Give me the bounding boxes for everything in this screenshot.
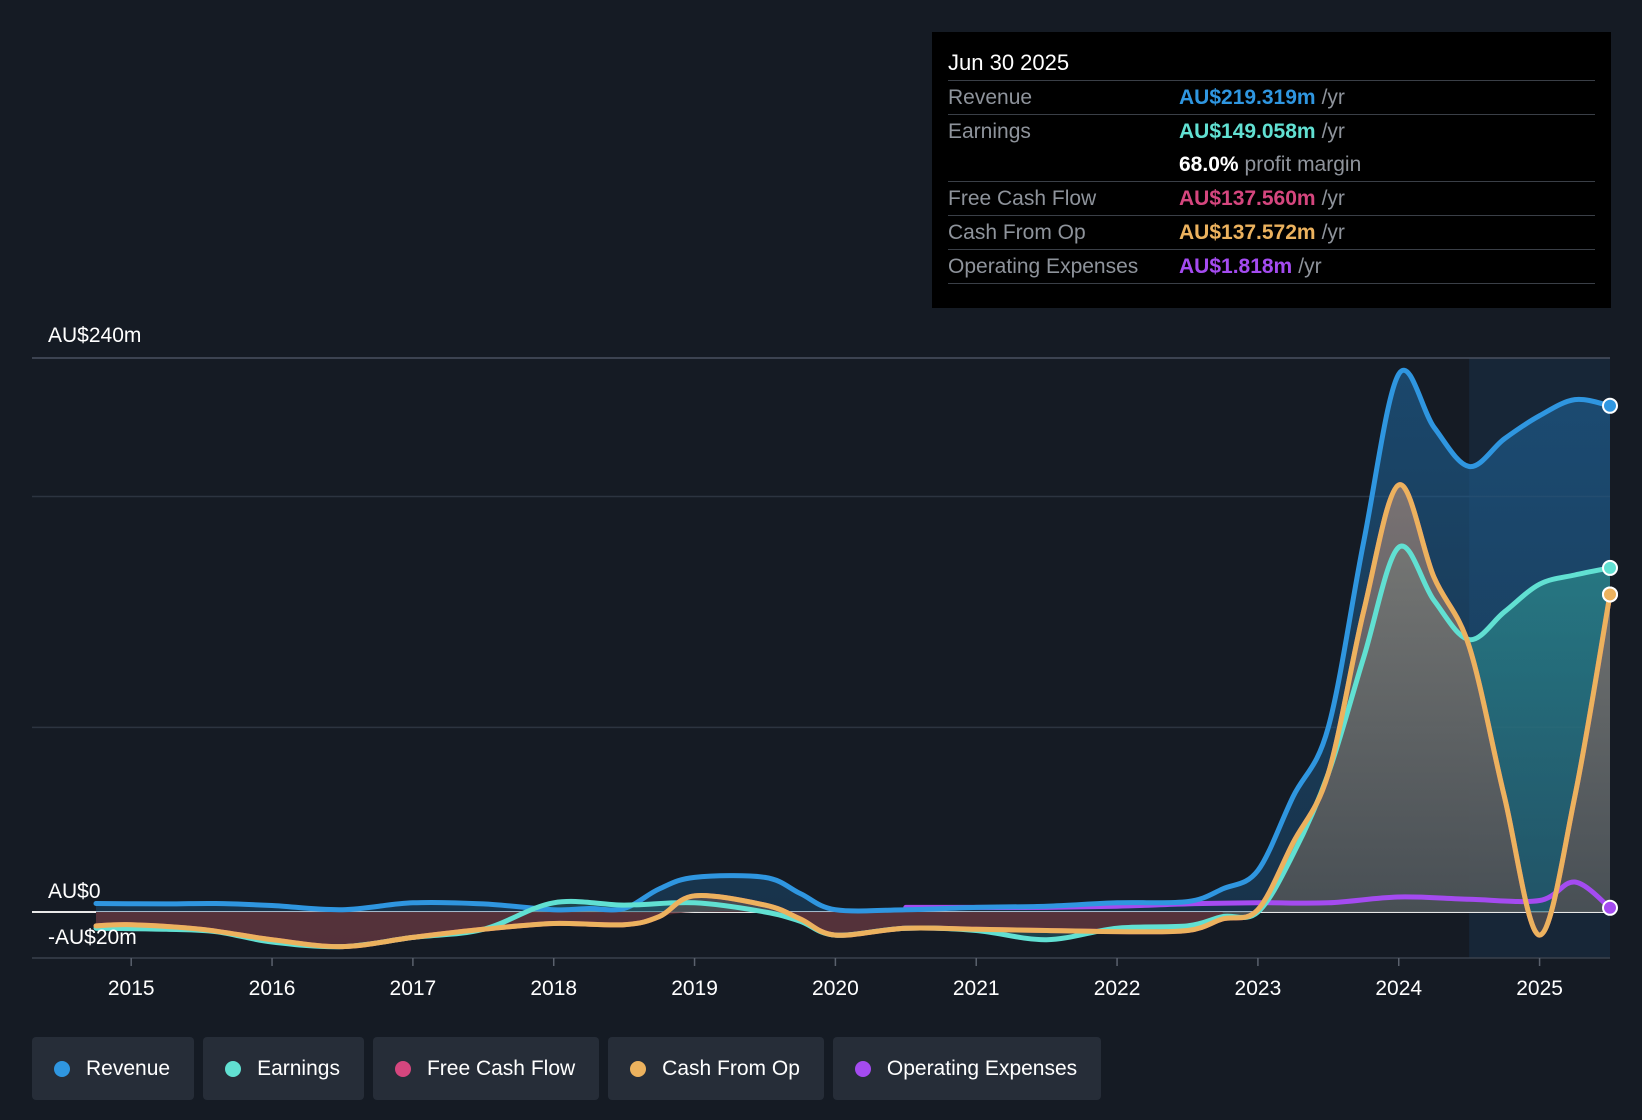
tooltip-row-earnings: Earnings AU$149.058m /yr: [948, 114, 1595, 148]
x-tick-label: 2024: [1375, 977, 1422, 1000]
marker-layer: [1602, 397, 1618, 916]
tooltip-panel: Jun 30 2025 Revenue AU$219.319m /yr Earn…: [932, 32, 1611, 308]
line-layer: [93, 368, 1613, 950]
tooltip-value: AU$1.818m: [1179, 254, 1293, 278]
legend-label: Cash From Op: [662, 1056, 800, 1080]
legend-label: Operating Expenses: [886, 1056, 1078, 1080]
legend-item-operating-expenses[interactable]: Operating Expenses: [832, 1037, 1102, 1100]
legend-dot-icon: [630, 1060, 647, 1077]
tooltip-unit: /yr: [1321, 85, 1345, 109]
profit-margin-value: 68.0%: [1179, 152, 1239, 176]
label-layer: AU$240m AU$0 -AU$20m 2015 2016 2017 2018 2019 20…: [48, 324, 1563, 1000]
end-marker-revenue: [1602, 397, 1618, 414]
area-layer: [96, 370, 1610, 947]
tooltip-label: Free Cash Flow: [948, 186, 1097, 210]
tooltip-unit: /yr: [1321, 186, 1345, 210]
x-tick-label: 2016: [249, 977, 296, 1000]
y-tick-label: -AU$20m: [48, 926, 137, 949]
legend-item-revenue[interactable]: Revenue: [32, 1037, 195, 1100]
end-marker-operating-expenses: [1602, 899, 1618, 916]
tooltip-label: Earnings: [948, 119, 1031, 143]
end-marker-cash-from-op: [1602, 586, 1618, 603]
tooltip-row-operating-expenses: Operating Expenses AU$1.818m /yr: [948, 249, 1595, 284]
profit-margin-label: profit margin: [1244, 152, 1362, 176]
x-tick-label: 2017: [390, 977, 437, 1000]
legend-item-earnings[interactable]: Earnings: [203, 1037, 364, 1100]
area-cash-from-op: [96, 484, 1610, 947]
tooltip-value: AU$149.058m: [1179, 119, 1316, 143]
legend: Revenue Earnings Free Cash Flow Cash Fro…: [32, 1037, 1102, 1100]
x-tick-label: 2021: [953, 977, 1000, 1000]
tooltip-date: Jun 30 2025: [948, 50, 1070, 75]
tooltip-value: AU$219.319m: [1179, 85, 1316, 109]
end-marker-earnings: [1602, 559, 1618, 576]
x-tick-label: 2025: [1516, 977, 1563, 1000]
legend-dot-icon: [854, 1060, 871, 1077]
legend-label: Earnings: [257, 1056, 340, 1080]
area-free-cash-flow-negative: [96, 911, 1223, 947]
tooltip-unit: /yr: [1321, 220, 1345, 244]
y-tick-label: AU$0: [48, 880, 101, 903]
tooltip-unit: /yr: [1298, 254, 1322, 278]
tooltip-row-revenue: Revenue AU$219.319m /yr: [948, 80, 1595, 114]
tooltip-value: AU$137.572m: [1179, 220, 1316, 244]
legend-label: Revenue: [86, 1056, 171, 1080]
line-cash-from-op: [93, 482, 1613, 950]
tooltip-row-profit-margin: 68.0% profit margin: [948, 148, 1595, 181]
x-tick-label: 2018: [530, 977, 577, 1000]
tooltip-unit: /yr: [1321, 119, 1345, 143]
x-tick-label: 2015: [108, 977, 155, 1000]
tooltip-row-cash-from-op: Cash From Op AU$137.572m /yr: [948, 215, 1595, 249]
x-tick-label: 2022: [1094, 977, 1141, 1000]
legend-dot-icon: [225, 1060, 242, 1077]
legend-item-cash-from-op[interactable]: Cash From Op: [608, 1037, 824, 1100]
tooltip-label: Operating Expenses: [948, 254, 1139, 278]
legend-dot-icon: [54, 1060, 70, 1077]
x-tick-label: 2023: [1235, 977, 1282, 1000]
legend-dot-icon: [394, 1060, 411, 1077]
x-tick-label: 2020: [812, 977, 859, 1000]
y-tick-label: AU$240m: [48, 324, 141, 347]
x-tick-label: 2019: [671, 977, 718, 1000]
tooltip-label: Revenue: [948, 85, 1033, 109]
legend-label: Free Cash Flow: [426, 1056, 576, 1080]
tooltip-label: Cash From Op: [948, 220, 1086, 244]
tooltip-row-free-cash-flow: Free Cash Flow AU$137.560m /yr: [948, 181, 1595, 215]
line-revenue: [93, 368, 1613, 914]
legend-item-free-cash-flow[interactable]: Free Cash Flow: [372, 1037, 600, 1100]
tooltip-value: AU$137.560m: [1179, 186, 1316, 210]
